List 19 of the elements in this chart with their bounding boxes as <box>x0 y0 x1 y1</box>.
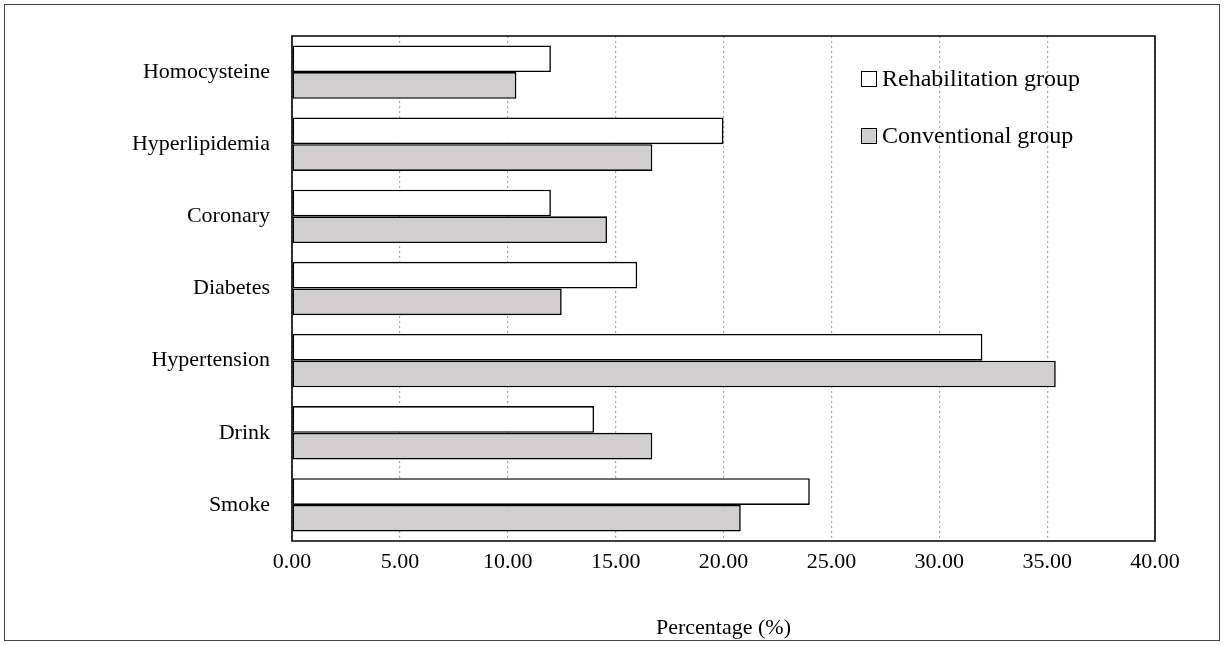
legend-label: Conventional group <box>882 122 1074 149</box>
x-tick-label: 5.00 <box>380 547 420 573</box>
y-tick-label: Diabetes <box>193 274 270 300</box>
x-tick-label: 20.00 <box>698 547 749 573</box>
y-tick-label: Homocysteine <box>142 57 270 83</box>
y-tick-label: Smoke <box>208 490 270 516</box>
y-tick-label: Hyperlipidemia <box>131 130 271 155</box>
x-tick-label: 40.00 <box>1130 547 1180 573</box>
y-tick-label: Drink <box>218 418 270 444</box>
x-tick-label: 25.00 <box>806 547 857 573</box>
x-tick-label: 10.00 <box>483 547 533 573</box>
x-tick-label: 35.00 <box>1022 547 1072 573</box>
y-tick-label: Hypertension <box>151 346 270 372</box>
x-axis-title: Percentage (%) <box>656 613 791 639</box>
text: Rehabilitation group <box>882 65 1080 92</box>
x-tick-label: 0.00 <box>272 547 312 573</box>
y-tick-label: Coronary <box>186 202 270 228</box>
x-tick-label: 30.00 <box>914 547 964 573</box>
x-tick-label: 15.00 <box>590 547 641 573</box>
